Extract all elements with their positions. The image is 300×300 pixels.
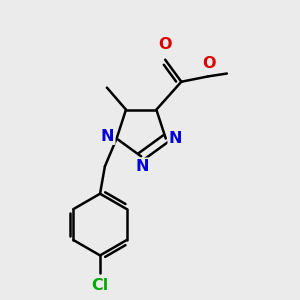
Text: Cl: Cl [92, 278, 109, 293]
Text: O: O [202, 56, 216, 71]
Text: N: N [101, 129, 114, 144]
Text: N: N [169, 131, 182, 146]
Text: N: N [135, 159, 148, 174]
Text: O: O [158, 38, 172, 52]
